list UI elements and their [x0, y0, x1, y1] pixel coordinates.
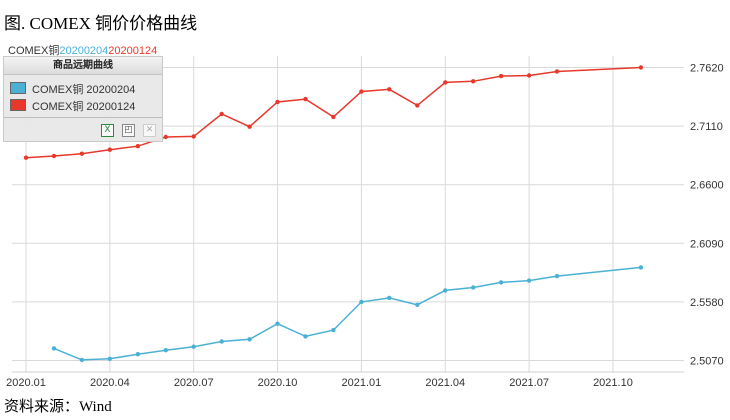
data-point: [79, 357, 85, 363]
x-tick-label: 2020.10: [258, 377, 298, 389]
data-point: [23, 155, 29, 160]
data-point: [471, 79, 476, 84]
data-point: [135, 144, 140, 149]
data-point: [275, 99, 280, 105]
legend-divider: [4, 117, 162, 118]
series-header: COMEX铜2020020420200124: [8, 42, 157, 58]
figure-title: 图. COMEX 铜价价格曲线: [4, 14, 198, 33]
x-tick-label: 2021.01: [342, 377, 382, 389]
legend-swatch-blue: [10, 82, 26, 94]
x-tick-label: 2020.04: [90, 377, 130, 389]
data-point: [79, 151, 85, 156]
data-point: [219, 111, 224, 117]
legend-swatch-red: [10, 99, 26, 111]
data-point: [107, 147, 113, 152]
data-point: [554, 69, 560, 74]
data-point: [163, 348, 168, 353]
data-point: [331, 327, 336, 333]
data-point: [387, 295, 392, 301]
y-tick-label: 2.7620: [690, 62, 724, 74]
x-tick-label: 2020.07: [174, 377, 214, 389]
data-point: [526, 278, 532, 283]
header-date-red: 20200124: [108, 45, 158, 57]
data-point: [498, 73, 504, 79]
legend-item-blue[interactable]: COMEX铜 20200204: [10, 82, 135, 96]
data-point: [303, 334, 308, 339]
data-point: [443, 288, 448, 293]
image-export-icon[interactable]: ◰: [122, 124, 135, 137]
data-point: [107, 356, 113, 361]
data-point: [275, 321, 280, 326]
data-point: [191, 344, 196, 349]
legend-item-red[interactable]: COMEX铜 20200124: [10, 99, 135, 113]
data-point: [247, 124, 252, 129]
data-point: [415, 302, 420, 307]
legend-title: 商品远期曲线: [4, 57, 162, 75]
data-point: [359, 89, 364, 94]
data-point: [471, 285, 476, 290]
header-date-blue: 20200204: [59, 45, 109, 57]
y-tick-label: 2.6090: [690, 238, 724, 250]
legend-toolbar: X ◰ ✕: [93, 123, 156, 137]
data-point: [51, 153, 57, 159]
header-prefix: COMEX铜: [8, 45, 60, 57]
legend-label-red: COMEX铜 20200124: [32, 101, 136, 113]
y-tick-label: 2.5580: [690, 297, 724, 309]
legend-label-blue: COMEX铜 20200204: [32, 84, 136, 96]
data-point: [191, 134, 196, 139]
x-tick-label: 2021.04: [425, 377, 465, 389]
legend-panel[interactable]: 商品远期曲线 COMEX铜 20200204 COMEX铜 20200124 X…: [3, 56, 163, 142]
data-point: [331, 114, 336, 120]
x-tick-label: 2020.01: [6, 377, 46, 389]
series-line-blue: [53, 266, 641, 361]
data-point: [219, 339, 224, 344]
data-point: [638, 265, 644, 270]
data-point: [163, 134, 168, 140]
y-tick-label: 2.7110: [690, 121, 723, 133]
data-point: [135, 352, 140, 357]
source-note: 资料来源：Wind: [4, 399, 112, 415]
data-point: [443, 80, 448, 85]
data-point: [638, 65, 644, 70]
data-point: [387, 87, 392, 92]
y-tick-label: 2.6600: [690, 180, 724, 192]
y-tick-label: 2.5070: [690, 356, 724, 368]
data-point: [498, 280, 504, 285]
data-point: [51, 346, 57, 351]
data-point: [554, 273, 560, 279]
data-point: [415, 103, 420, 108]
excel-export-icon[interactable]: X: [101, 124, 114, 137]
data-point: [303, 96, 308, 102]
disabled-tool-icon: ✕: [143, 124, 156, 137]
x-tick-label: 2021.07: [509, 377, 549, 389]
x-tick-label: 2021.10: [593, 377, 633, 389]
data-point: [247, 337, 252, 342]
data-point: [359, 299, 364, 305]
data-point: [526, 73, 532, 78]
